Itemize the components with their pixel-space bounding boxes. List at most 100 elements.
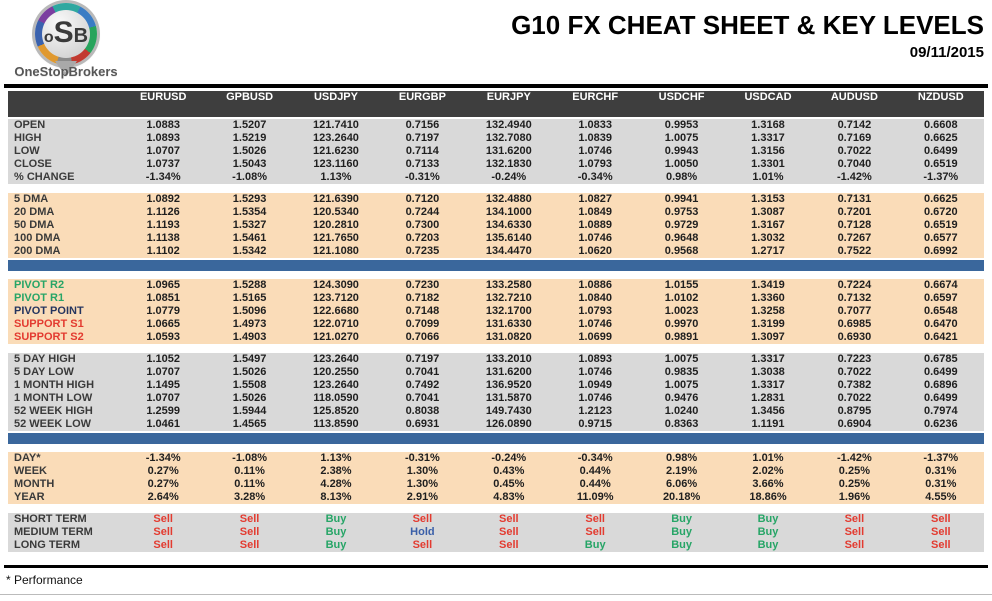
value-cell: 1.5026: [232, 145, 267, 157]
table-row: 5 DAY HIGH 1.1052 1.5497 123.2640 0.7197 133.…: [8, 353, 984, 366]
value-cell: 1.2717: [751, 245, 785, 257]
value-cell: 1.1191: [751, 418, 785, 430]
value-cell: 0.6577: [923, 232, 958, 244]
value-cell: 1.0746: [578, 392, 613, 404]
value-cell: 1.5497: [232, 353, 267, 365]
onestopbrokers-logo: o S B OneStopBrokers: [14, 3, 118, 79]
title-block: G10 FX CHEAT SHEET & KEY LEVELS 09/11/20…: [511, 10, 984, 61]
value-cell: 1.0779: [146, 305, 181, 317]
value-cell: 134.4470: [485, 245, 532, 257]
value-cell: 1.5165: [232, 292, 267, 304]
value-cell: 0.7169: [837, 132, 872, 144]
value-cell: Buy: [671, 526, 692, 538]
value-cell: 1.3301: [751, 158, 785, 170]
value-cell: 0.6548: [923, 305, 958, 317]
table-row: 52 WEEK HIGH 1.2599 1.5944 125.8520 0.8038 14…: [8, 405, 984, 418]
table-row: 1 MONTH HIGH 1.1495 1.5508 123.2640 0.7492 13…: [8, 379, 984, 392]
column-header-gpbusd: GPBUSD: [226, 91, 274, 103]
table-row: MEDIUM TERM Sell Sell Buy Hold Sell Sell Buy Buy…: [8, 526, 984, 539]
logo-letter: o: [43, 29, 54, 46]
value-cell: 0.7182: [405, 292, 440, 304]
value-cell: 0.27%: [147, 465, 179, 477]
row-label: MEDIUM TERM: [14, 526, 93, 538]
value-cell: 0.8795: [837, 405, 872, 417]
value-cell: Sell: [585, 526, 605, 538]
value-cell: 132.7210: [485, 292, 532, 304]
value-cell: 1.5207: [232, 119, 267, 131]
value-cell: 0.6597: [923, 292, 958, 304]
value-cell: 0.7230: [405, 279, 440, 291]
section-performance: DAY* -1.34% -1.08% 1.13% -0.31% -0.24% -0.34% 0…: [8, 452, 984, 504]
value-cell: 1.3317: [751, 379, 785, 391]
value-cell: Sell: [844, 526, 865, 538]
value-cell: 121.7410: [313, 119, 359, 131]
value-cell: 121.0270: [313, 331, 359, 343]
value-cell: 132.1830: [485, 158, 532, 170]
value-cell: 1.13%: [320, 171, 352, 183]
value-cell: 1.3038: [751, 366, 785, 378]
value-cell: 2.38%: [320, 465, 352, 477]
row-label: 52 WEEK LOW: [14, 418, 92, 430]
value-cell: 0.9943: [664, 145, 699, 157]
footer-divider: [4, 565, 988, 568]
value-cell: 1.30%: [406, 465, 438, 477]
value-cell: 131.0820: [485, 331, 532, 343]
value-cell: 0.7041: [405, 366, 440, 378]
value-cell: 1.3097: [751, 331, 785, 343]
value-cell: 0.6421: [923, 331, 958, 343]
value-cell: 0.7148: [405, 305, 440, 317]
column-header-usdchf: USDCHF: [658, 91, 705, 103]
value-cell: 133.2010: [485, 353, 532, 365]
table-row: WEEK 0.27% 0.11% 2.38% 1.30% 0.43% 0.44% 2.19% 2…: [8, 465, 984, 478]
value-cell: 0.6236: [923, 418, 958, 430]
row-label: % CHANGE: [14, 171, 75, 183]
value-cell: 1.0892: [146, 193, 181, 205]
value-cell: 131.5870: [485, 392, 532, 404]
value-cell: 11.09%: [576, 491, 614, 503]
row-label: WEEK: [14, 465, 47, 477]
value-cell: -0.31%: [404, 171, 440, 183]
value-cell: Sell: [239, 539, 260, 551]
row-label: SUPPORT S2: [14, 331, 84, 343]
value-cell: 0.9729: [664, 219, 699, 231]
value-cell: -0.31%: [404, 452, 440, 464]
value-cell: 1.0155: [664, 279, 699, 291]
value-cell: -1.42%: [836, 452, 872, 464]
value-cell: -1.37%: [923, 171, 959, 183]
value-cell: 0.7974: [923, 405, 958, 417]
column-header-audusd: AUDUSD: [830, 91, 878, 103]
value-cell: 0.9953: [664, 119, 699, 131]
value-cell: 0.7223: [837, 353, 872, 365]
table-row: SUPPORT S2 1.0593 1.4903 121.0270 0.7066 131.…: [8, 331, 984, 344]
value-cell: 1.0620: [578, 245, 613, 257]
row-label: 20 DMA: [14, 206, 55, 218]
value-cell: 1.0240: [664, 405, 699, 417]
value-cell: 0.9941: [664, 193, 699, 205]
value-cell: 1.01%: [752, 171, 784, 183]
value-cell: 1.2831: [751, 392, 785, 404]
value-cell: 1.0593: [146, 331, 181, 343]
column-header-nzdusd: NZDUSD: [917, 91, 964, 103]
value-cell: 0.7492: [405, 379, 440, 391]
value-cell: Buy: [757, 539, 779, 551]
value-cell: 0.7224: [837, 279, 872, 291]
value-cell: 131.6200: [485, 145, 532, 157]
table-row: OPEN 1.0883 1.5207 121.7410 0.7156 132.4940 1.…: [8, 119, 984, 132]
value-cell: 122.0710: [313, 318, 359, 330]
value-cell: -1.34%: [145, 171, 181, 183]
value-cell: 1.5508: [232, 379, 267, 391]
row-label: 1 MONTH HIGH: [14, 379, 95, 391]
value-cell: 1.96%: [838, 491, 870, 503]
value-cell: 134.1000: [485, 206, 532, 218]
value-cell: 1.5293: [232, 193, 267, 205]
value-cell: 131.6200: [485, 366, 532, 378]
value-cell: 1.0840: [578, 292, 613, 304]
value-cell: 1.01%: [752, 452, 784, 464]
value-cell: 1.3317: [751, 353, 785, 365]
value-cell: 1.1495: [146, 379, 181, 391]
value-cell: 1.3419: [751, 279, 785, 291]
value-cell: 1.0746: [578, 145, 613, 157]
value-cell: Sell: [499, 539, 519, 551]
section-pivots: PIVOT R2 1.0965 1.5288 124.3090 0.7230 133.25…: [8, 279, 984, 344]
value-cell: Sell: [931, 513, 951, 525]
